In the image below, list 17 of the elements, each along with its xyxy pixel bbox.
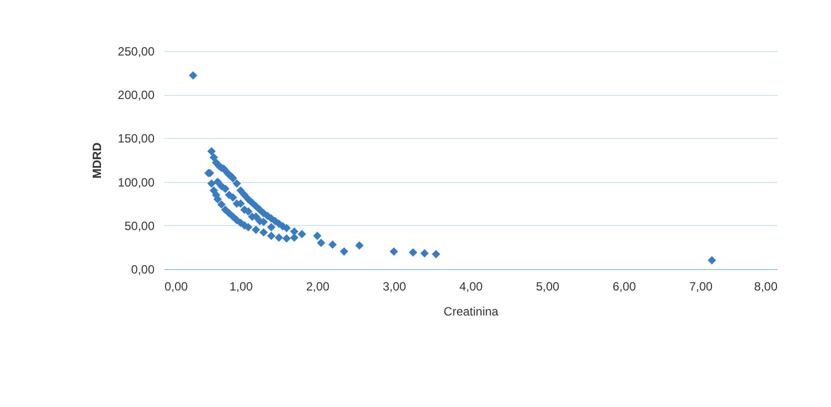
x-tick-label: 3,00 [382, 280, 406, 294]
y-tick-label: 200,00 [118, 88, 155, 102]
y-tick-label: 100,00 [118, 175, 155, 190]
x-tick-label: 7,00 [689, 280, 713, 294]
y-tick-label: 50,00 [124, 218, 155, 233]
x-axis-title: Creatinina [444, 304, 499, 318]
x-tick-label: 1,00 [229, 280, 254, 294]
x-tick-label: 6,00 [612, 280, 636, 294]
x-tick-label: 0,00 [164, 280, 188, 294]
x-tick-label: 4,00 [459, 280, 483, 294]
y-axis-title: MDRD [90, 142, 104, 178]
y-tick-label: 150,00 [118, 132, 155, 146]
x-tick-label: 8,00 [754, 280, 778, 294]
y-tick-label: 0,00 [131, 262, 155, 276]
x-tick-label: 5,00 [536, 280, 560, 294]
y-tick-label: 250,00 [118, 44, 155, 58]
x-tick-label: 2,00 [306, 280, 330, 294]
